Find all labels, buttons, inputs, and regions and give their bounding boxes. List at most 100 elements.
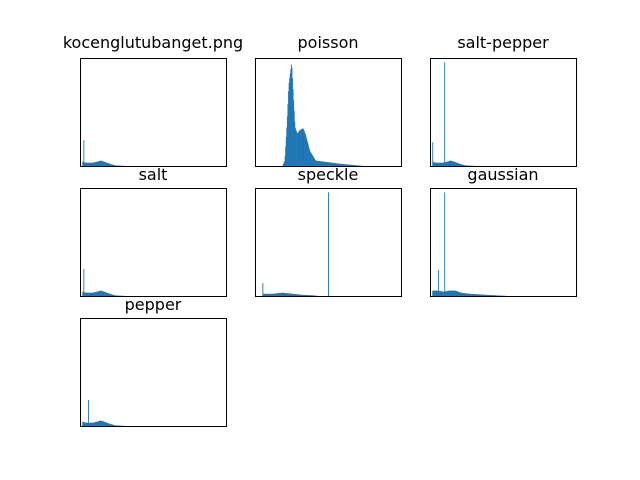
histogram-bar: [334, 163, 336, 166]
histogram-bar: [291, 293, 293, 296]
histogram-bar: [471, 293, 473, 296]
histogram-bar: [287, 293, 289, 296]
histogram-bar: [441, 291, 443, 296]
histogram-bar: [477, 294, 479, 296]
histogram-series: [282, 64, 364, 167]
histogram-bar: [99, 290, 101, 296]
histogram-bar: [111, 164, 113, 166]
histogram-bar: [293, 293, 295, 296]
histogram-bar: [86, 162, 88, 166]
histogram-bar: [83, 422, 85, 426]
histogram-bar: [329, 162, 331, 166]
histogram-bar: [328, 162, 330, 166]
histogram-bar: [489, 295, 491, 296]
histogram-bar: [308, 295, 310, 296]
histogram-bar: [487, 294, 488, 297]
histogram-bar: [276, 293, 278, 296]
histogram-bar: [344, 164, 346, 167]
histogram-bar: [285, 146, 287, 166]
histogram-bar: [91, 422, 93, 426]
histogram-bar: [87, 292, 89, 296]
histogram-bar: [90, 162, 92, 166]
histogram-bar: [282, 163, 284, 166]
histogram-bar: [289, 73, 291, 166]
histogram-bar: [316, 160, 318, 166]
histogram-bar: [301, 294, 303, 296]
histogram-bar: [306, 295, 308, 296]
histogram-bar: [448, 161, 450, 166]
histogram-bar: [284, 155, 286, 167]
histogram-bar: [100, 420, 102, 426]
histogram-bar: [286, 127, 288, 167]
histogram-bar: [447, 161, 449, 166]
histogram-bar: [493, 295, 495, 296]
histogram-bar: [336, 163, 338, 166]
histogram-bar: [100, 290, 102, 296]
histogram-bar: [357, 165, 358, 166]
histogram-bar: [266, 293, 268, 296]
histogram-bar: [455, 290, 456, 296]
histogram-bar: [492, 295, 494, 296]
histogram-bar: [451, 161, 453, 166]
histogram-bar: [301, 294, 303, 296]
histogram-bar: [463, 164, 464, 166]
histogram-bar: [296, 132, 298, 166]
histogram-bar: [456, 291, 458, 296]
histogram-bar: [339, 163, 341, 166]
histogram-bar: [95, 291, 97, 296]
histogram-bar: [300, 129, 302, 166]
histogram-bar: [462, 293, 464, 296]
histogram-bar: [324, 161, 326, 166]
histogram-bar: [306, 295, 308, 296]
histogram-bar: [347, 164, 349, 166]
histogram-bar: [299, 130, 301, 166]
histogram-bar: [101, 291, 103, 296]
histogram-bar: [444, 162, 446, 166]
histogram-bar: [309, 149, 311, 166]
histogram-bar: [320, 161, 322, 166]
histogram-bar: [114, 165, 116, 166]
histogram-bar: [94, 162, 96, 166]
histogram-bar: [330, 162, 332, 166]
histogram-bar: [103, 291, 105, 296]
histogram-bar: [444, 62, 446, 166]
histogram-bar: [95, 292, 97, 296]
histogram-bar: [263, 293, 265, 296]
histogram-bar: [313, 295, 315, 296]
histogram-bar: [86, 292, 88, 296]
histogram-bar: [268, 293, 270, 296]
histogram-bar: [355, 165, 357, 166]
histogram-bar: [496, 295, 498, 297]
histogram-bar: [447, 290, 449, 296]
subplot-title: pepper: [125, 295, 182, 314]
histogram-bar: [310, 153, 312, 166]
histogram-bar: [305, 295, 307, 296]
histogram-bar: [437, 162, 439, 166]
histogram-bar: [100, 160, 102, 166]
histogram-bar: [495, 295, 497, 296]
histogram-bar: [103, 291, 105, 296]
histogram-bar: [262, 283, 264, 296]
histogram-bar: [445, 161, 447, 166]
histogram-bar: [85, 422, 87, 426]
histogram-bar: [330, 162, 332, 167]
histogram-bar: [92, 162, 94, 166]
histogram-bar: [322, 161, 324, 166]
histogram-bar: [473, 294, 475, 296]
histogram-bar: [436, 162, 438, 166]
histogram-bar: [457, 163, 459, 166]
histogram-bar: [297, 133, 299, 166]
histogram-bar: [280, 292, 282, 296]
histogram-bar: [463, 293, 464, 296]
histogram-bar: [443, 162, 445, 166]
histogram-bar: [310, 295, 312, 296]
histogram-bar: [439, 291, 441, 296]
histogram-bar: [459, 292, 461, 296]
histogram-bar: [290, 69, 292, 166]
histogram-bar: [105, 422, 107, 426]
histogram-bar: [475, 294, 476, 296]
histogram-bar: [87, 400, 89, 426]
histogram-bar: [469, 293, 471, 296]
histogram-bar: [341, 163, 343, 166]
